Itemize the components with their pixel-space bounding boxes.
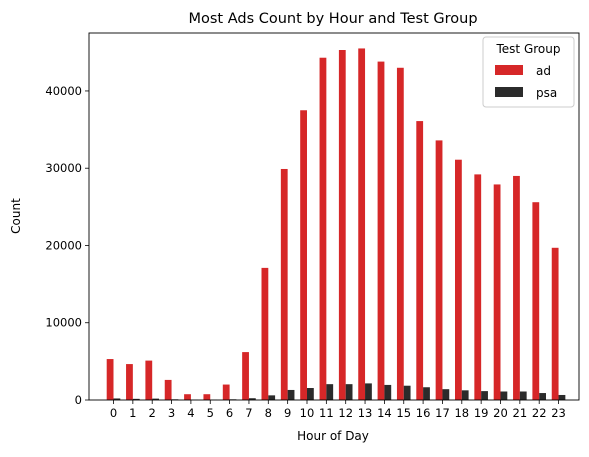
x-tick-label: 21	[513, 406, 528, 420]
bar-ad-hour-14	[378, 62, 385, 400]
bar-ad-hour-22	[532, 202, 539, 400]
bar-psa-hour-16	[423, 387, 430, 400]
legend: Test Group ad psa	[483, 37, 574, 107]
bar-psa-hour-23	[559, 395, 566, 400]
x-tick-label: 5	[207, 406, 214, 420]
legend-title: Test Group	[496, 42, 561, 56]
bar-ad-hour-19	[474, 174, 481, 400]
bar-ad-hour-17	[436, 140, 443, 400]
bar-psa-hour-10	[307, 388, 314, 400]
bar-ad-hour-6	[223, 385, 230, 400]
x-tick-label: 10	[300, 406, 315, 420]
x-tick-label: 15	[396, 406, 411, 420]
bar-ad-hour-1	[126, 364, 133, 400]
x-tick-label: 8	[265, 406, 272, 420]
x-tick-label: 11	[319, 406, 334, 420]
bar-ad-hour-4	[184, 394, 191, 400]
y-tick-label: 30000	[45, 161, 82, 175]
bar-psa-hour-14	[384, 385, 391, 400]
x-tick-label: 1	[129, 406, 136, 420]
y-axis-label: Count	[9, 198, 23, 234]
x-tick-label: 3	[168, 406, 175, 420]
bar-psa-hour-13	[365, 383, 372, 400]
x-tick-label: 22	[532, 406, 547, 420]
y-tick-label: 40000	[45, 84, 82, 98]
x-tick-label: 19	[474, 406, 489, 420]
legend-swatch-ad	[495, 65, 523, 75]
legend-label-psa: psa	[536, 86, 557, 100]
x-tick-label: 13	[358, 406, 373, 420]
x-tick-label: 0	[110, 406, 117, 420]
x-tick-label: 18	[454, 406, 469, 420]
bar-psa-hour-21	[520, 392, 527, 401]
legend-swatch-psa	[495, 87, 523, 97]
bar-psa-hour-11	[326, 384, 333, 400]
x-tick-label: 14	[377, 406, 392, 420]
bar-ad-hour-10	[300, 110, 307, 400]
bar-psa-hour-17	[442, 389, 449, 400]
x-tick-label: 7	[245, 406, 252, 420]
y-tick-label: 10000	[45, 316, 82, 330]
bar-ad-hour-18	[455, 160, 462, 400]
bar-ad-hour-16	[416, 121, 423, 400]
x-tick-label: 4	[187, 406, 194, 420]
bar-ad-hour-3	[165, 380, 172, 400]
bar-ad-hour-0	[107, 359, 114, 400]
bar-psa-hour-18	[462, 390, 469, 400]
x-tick-label: 9	[284, 406, 291, 420]
x-tick-label: 6	[226, 406, 233, 420]
bar-psa-hour-9	[288, 390, 295, 400]
bar-ad-hour-20	[494, 184, 501, 400]
bar-psa-hour-15	[404, 386, 411, 400]
bar-ad-hour-23	[552, 248, 559, 400]
bar-psa-hour-22	[539, 393, 546, 400]
bar-ad-hour-9	[281, 169, 288, 400]
bar-ad-hour-13	[358, 48, 365, 400]
bar-psa-hour-8	[268, 395, 275, 400]
bar-ad-hour-11	[320, 58, 327, 400]
x-tick-label: 2	[149, 406, 156, 420]
bar-ad-hour-8	[262, 268, 269, 400]
x-tick-label: 20	[493, 406, 508, 420]
bar-psa-hour-12	[346, 384, 353, 400]
bar-ad-hour-2	[145, 361, 152, 400]
bar-ad-hour-7	[242, 352, 249, 400]
y-tick-label: 0	[75, 393, 82, 407]
x-tick-label: 16	[416, 406, 431, 420]
bar-ad-hour-21	[513, 176, 520, 400]
chart-title: Most Ads Count by Hour and Test Group	[188, 11, 477, 27]
bar-psa-hour-19	[481, 391, 488, 400]
bar-ad-hour-15	[397, 68, 404, 400]
x-tick-label: 12	[338, 406, 353, 420]
x-tick-label: 17	[435, 406, 450, 420]
legend-label-ad: ad	[536, 64, 551, 78]
bar-ad-hour-12	[339, 50, 346, 400]
bar-psa-hour-20	[501, 392, 508, 401]
x-axis-label: Hour of Day	[297, 429, 369, 443]
bar-ad-hour-5	[203, 394, 210, 400]
y-axis: 0 10000 20000 30000 40000	[45, 84, 89, 407]
y-tick-label: 20000	[45, 238, 82, 252]
x-tick-label: 23	[551, 406, 566, 420]
